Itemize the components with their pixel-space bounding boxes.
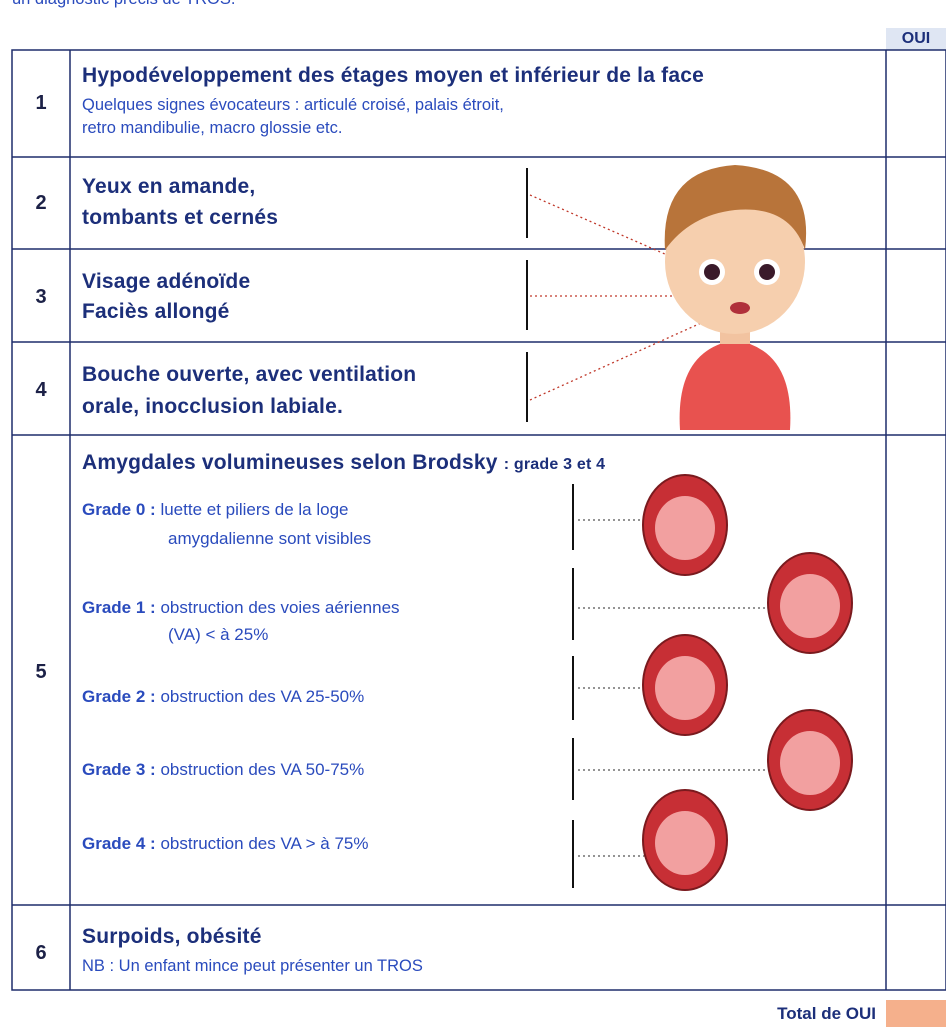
row-title: Visage adénoïde	[82, 270, 251, 293]
row-title: Yeux en amande,	[82, 175, 256, 198]
row-title: Bouche ouverte, avec ventilation	[82, 363, 417, 386]
grade-label: Grade 0 :	[82, 500, 156, 519]
grade-text: obstruction des VA 25-50%	[160, 687, 365, 706]
row-number: 3	[35, 286, 47, 308]
row-title: Amygdales volumineuses selon Brodsky : g…	[82, 451, 605, 475]
grade-text: (VA) < à 25%	[168, 625, 269, 644]
grade-label: Grade 3 :	[82, 760, 156, 779]
grade-text: obstruction des VA > à 75%	[160, 834, 369, 853]
grade-text: obstruction des voies aériennes	[160, 598, 400, 617]
grade-text: luette et piliers de la loge	[160, 500, 349, 519]
row-number: 5	[35, 661, 47, 683]
row-subtitle: Quelques signes évocateurs : articulé cr…	[82, 96, 504, 114]
grade: Grade 2 : obstruction des VA 25-50%	[82, 687, 364, 707]
row-title-text: Amygdales volumineuses selon Brodsky	[82, 451, 498, 474]
row-title: orale, inocclusion labiale.	[82, 395, 343, 418]
row-number: 2	[35, 192, 47, 214]
grade-text: obstruction des VA 50-75%	[160, 760, 365, 779]
grade: Grade 1 : obstruction des voies aérienne…	[82, 598, 400, 618]
grade: Grade 3 : obstruction des VA 50-75%	[82, 760, 364, 780]
row-number: 6	[35, 942, 47, 964]
row-number: 1	[35, 92, 47, 114]
oui-header: OUI	[901, 30, 931, 47]
grade: Grade 4 : obstruction des VA > à 75%	[82, 834, 369, 854]
total-label: Total de OUI	[777, 1004, 876, 1023]
grade-text: amygdalienne sont visibles	[168, 529, 372, 548]
row-number: 4	[35, 379, 47, 401]
grade-label: Grade 2 :	[82, 687, 156, 706]
intro: un diagnostic précis de TROS.	[12, 0, 235, 9]
grade: Grade 0 : luette et piliers de la loge	[82, 500, 349, 520]
row-title: Hypodéveloppement des étages moyen et in…	[82, 64, 704, 87]
row-title-suffix: : grade 3 et 4	[503, 456, 606, 473]
row-subtitle: retro mandibulie, macro glossie etc.	[82, 119, 343, 137]
grade-label: Grade 4 :	[82, 834, 156, 853]
row-title: tombants et cernés	[82, 206, 279, 229]
row-subtitle: NB : Un enfant mince peut présenter un T…	[82, 957, 423, 975]
row-title: Surpoids, obésité	[82, 925, 262, 948]
grade-label: Grade 1 :	[82, 598, 156, 617]
row-title: Faciès allongé	[82, 300, 230, 323]
